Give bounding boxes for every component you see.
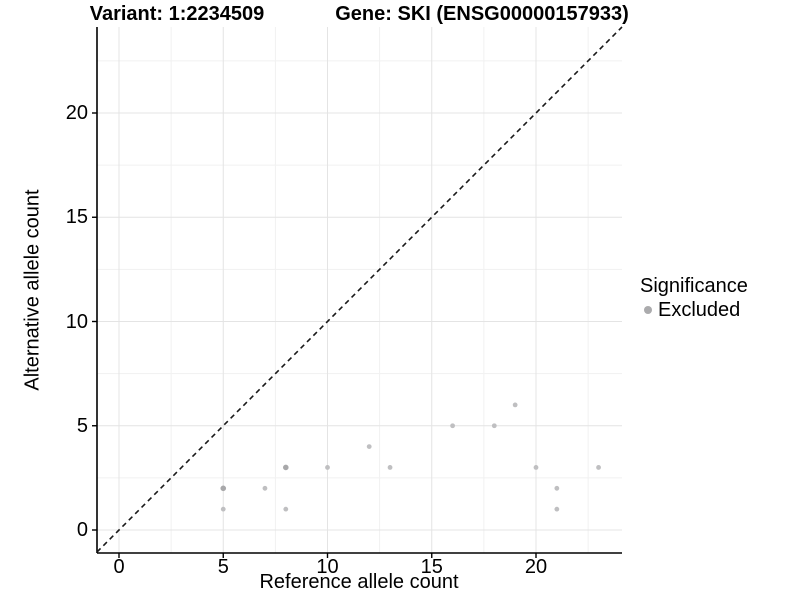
- y-tick-label: 5: [76, 414, 88, 437]
- data-point: [220, 506, 226, 512]
- identity-dashed-line: [96, 26, 623, 553]
- data-point: [262, 485, 268, 491]
- data-point: [491, 423, 497, 429]
- x-tick-label: 15: [420, 556, 443, 578]
- data-point: [387, 465, 393, 470]
- legend-item-label: Excluded: [658, 299, 741, 321]
- y-tick-label: 15: [65, 206, 88, 229]
- plot-title-gene: Gene: SKI (ENSG00000157933): [335, 3, 629, 25]
- data-point: [533, 465, 539, 470]
- data-point: [512, 402, 518, 408]
- data-point: [283, 464, 289, 471]
- legend-title: Significance: [640, 275, 748, 297]
- y-tick-label: 0: [76, 519, 88, 541]
- y-tick-label: 10: [65, 310, 88, 333]
- data-point: [325, 465, 330, 470]
- x-tick-label: 5: [217, 556, 229, 578]
- x-tick-label: 0: [113, 556, 125, 578]
- data-point: [450, 423, 455, 429]
- data-point: [220, 485, 227, 492]
- y-tick-label: 20: [65, 102, 88, 124]
- x-axis-title: Reference allele count: [259, 571, 459, 593]
- data-point: [596, 465, 601, 470]
- data-point: [554, 485, 560, 491]
- data-point: [283, 506, 289, 512]
- x-tick-label: 20: [524, 556, 548, 578]
- data-point: [554, 506, 560, 512]
- x-tick-label: 10: [316, 556, 339, 578]
- data-point: [366, 444, 372, 449]
- legend-item-excluded: Excluded: [640, 299, 748, 321]
- plot-title-variant: Variant: 1:2234509: [89, 3, 265, 25]
- legend-key-dot-icon: [644, 306, 652, 314]
- legend: Significance Excluded: [640, 274, 748, 321]
